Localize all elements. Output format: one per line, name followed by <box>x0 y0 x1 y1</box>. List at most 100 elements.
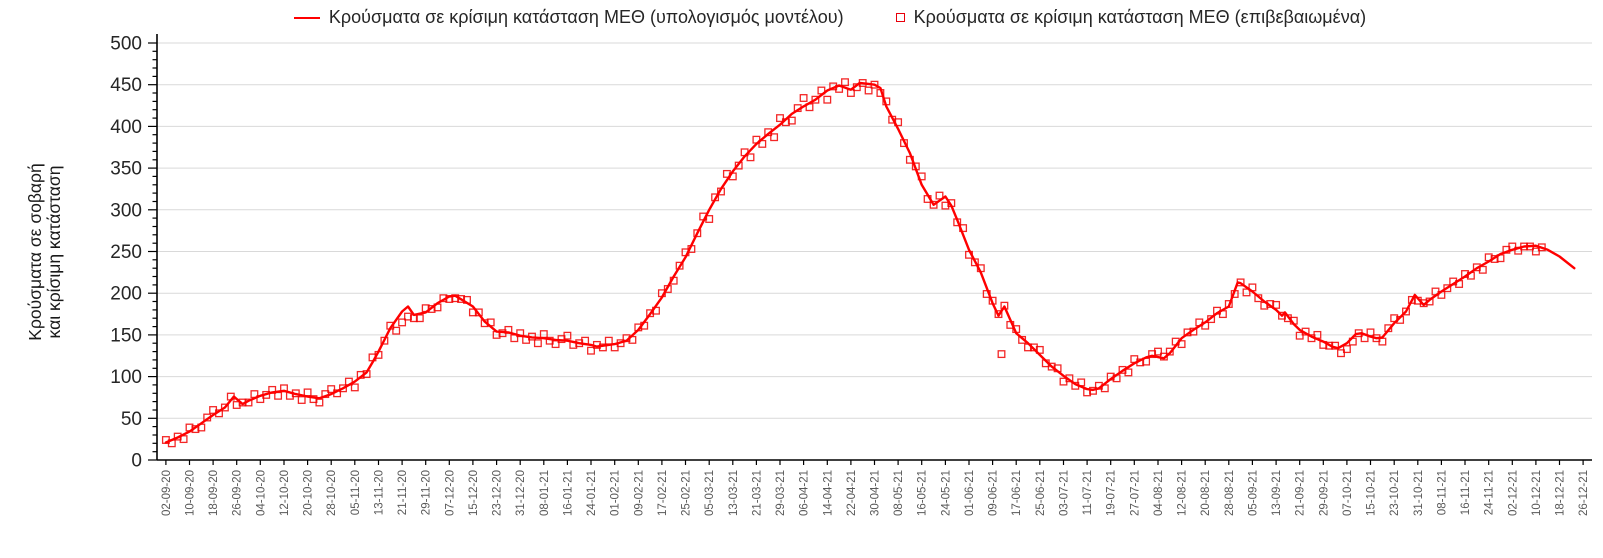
confirmed-point <box>457 295 466 303</box>
confirmed-point <box>563 331 572 340</box>
confirmed-point <box>415 314 424 323</box>
x-tick-label: 17-02-21 <box>657 470 669 516</box>
x-tick-label: 12-08-21 <box>1177 470 1189 516</box>
x-tick-label: 21-11-20 <box>397 470 409 515</box>
confirmed-point <box>232 401 241 409</box>
confirmed-point <box>1407 295 1416 304</box>
y-axis-title-line: Κρούσματα σε σοβαρή <box>25 163 45 340</box>
confirmed-point <box>864 86 873 95</box>
x-tick-label: 28-10-20 <box>326 470 338 516</box>
x-tick-label: 07-12-20 <box>444 470 456 516</box>
y-tick-label: 0 <box>131 451 142 472</box>
confirmed-point <box>799 94 808 102</box>
confirmed-point <box>604 336 613 345</box>
x-tick-label: 11-07-21 <box>1082 470 1094 515</box>
x-tick-label: 05-03-21 <box>704 470 716 516</box>
model-line <box>164 81 1576 444</box>
x-tick-label: 16-01-21 <box>562 470 574 516</box>
x-tick-label: 15-12-20 <box>468 470 480 516</box>
confirmed-point <box>1278 311 1286 320</box>
x-tick-label: 08-01-21 <box>539 470 551 516</box>
confirmed-point <box>220 403 229 412</box>
x-tick-label: 23-12-20 <box>492 470 504 516</box>
confirmed-point <box>746 153 755 162</box>
confirmed-point <box>1390 314 1399 323</box>
confirmed-point <box>776 114 784 123</box>
x-tick-label: 30-04-21 <box>870 470 882 516</box>
y-tick-label: 200 <box>110 284 142 305</box>
y-tick-label: 100 <box>110 367 142 388</box>
x-tick-label: 21-09-21 <box>1295 470 1307 516</box>
confirmed-point <box>533 339 542 348</box>
confirmed-point <box>1124 368 1133 377</box>
confirmed-point <box>587 346 595 355</box>
confirmed-point <box>705 215 714 223</box>
confirmed-point <box>1154 347 1162 356</box>
x-tick-label: 09-02-21 <box>633 470 645 516</box>
confirmed-point <box>297 396 306 404</box>
confirmed-point <box>350 383 359 392</box>
x-tick-label: 21-03-21 <box>751 470 763 516</box>
confirmed-point <box>841 78 849 87</box>
model-line-swatch <box>293 16 320 19</box>
confirmed-point <box>941 201 950 210</box>
confirmed-point <box>1035 345 1044 354</box>
x-tick-label: 24-01-21 <box>586 470 598 516</box>
confirmed-point <box>303 388 312 397</box>
x-tick-label: 02-09-20 <box>161 470 173 516</box>
confirmed-point <box>327 385 336 394</box>
x-tick-label: 13-03-21 <box>728 470 740 516</box>
confirmed-point <box>539 330 548 339</box>
x-tick-label: 29-11-20 <box>421 470 433 515</box>
x-tick-label: 20-08-21 <box>1200 470 1212 516</box>
x-tick-label: 22-04-21 <box>846 470 858 516</box>
x-tick-label: 01-02-21 <box>610 470 622 516</box>
x-tick-label: 08-11-21 <box>1436 470 1448 515</box>
x-tick-label: 27-07-21 <box>1129 470 1141 516</box>
confirmed-point <box>339 384 347 393</box>
confirmed-point <box>935 191 944 200</box>
confirmed-point <box>1148 350 1157 359</box>
confirmed-point <box>693 229 702 238</box>
confirmed-point <box>1443 284 1452 293</box>
x-tick-label: 04-10-20 <box>255 470 267 516</box>
confirmed-marker-swatch <box>895 13 905 22</box>
confirmed-point <box>1165 347 1174 356</box>
x-tick-label: 02-12-21 <box>1507 470 1519 516</box>
x-tick-label: 29-03-21 <box>775 470 787 516</box>
legend: Κρούσματα σε κρίσιμη κατάσταση ΜΕΘ (υπολ… <box>120 7 1540 28</box>
x-tick-label: 19-07-21 <box>1106 470 1118 516</box>
confirmed-point <box>811 95 820 104</box>
y-tick-label: 450 <box>110 75 142 96</box>
x-tick-label: 07-10-21 <box>1342 470 1354 516</box>
y-tick-label: 250 <box>110 242 142 263</box>
confirmed-point <box>758 139 767 148</box>
confirmed-point <box>1295 331 1304 340</box>
x-tick-label: 09-06-21 <box>988 470 1000 516</box>
x-tick-label: 29-09-21 <box>1318 470 1330 516</box>
confirmed-point <box>994 310 1003 319</box>
x-tick-label: 03-07-21 <box>1059 470 1071 516</box>
confirmed-point <box>1478 265 1487 274</box>
confirmed-point <box>392 326 401 335</box>
x-tick-label: 08-05-21 <box>893 470 905 516</box>
x-tick-label: 18-09-20 <box>208 470 220 516</box>
confirmed-point <box>646 309 655 318</box>
confirmed-point <box>398 318 407 327</box>
y-tick-label: 300 <box>110 200 142 221</box>
x-tick-label: 13-11-20 <box>374 470 386 515</box>
x-tick-label: 05-09-21 <box>1247 470 1259 516</box>
confirmed-point <box>1402 307 1410 316</box>
y-tick-label: 50 <box>121 409 142 430</box>
x-tick-label: 15-10-21 <box>1366 470 1378 516</box>
x-tick-label: 26-12-21 <box>1578 470 1590 516</box>
y-tick-label: 350 <box>110 159 142 180</box>
confirmed-point <box>1531 247 1540 256</box>
x-tick-label: 31-10-21 <box>1413 470 1425 516</box>
legend-label-confirmed: Κρούσματα σε κρίσιμη κατάσταση ΜΕΘ (επιβ… <box>913 7 1367 27</box>
confirmed-point <box>404 312 412 321</box>
x-tick-label: 20-10-20 <box>303 470 315 516</box>
confirmed-point <box>823 95 832 104</box>
